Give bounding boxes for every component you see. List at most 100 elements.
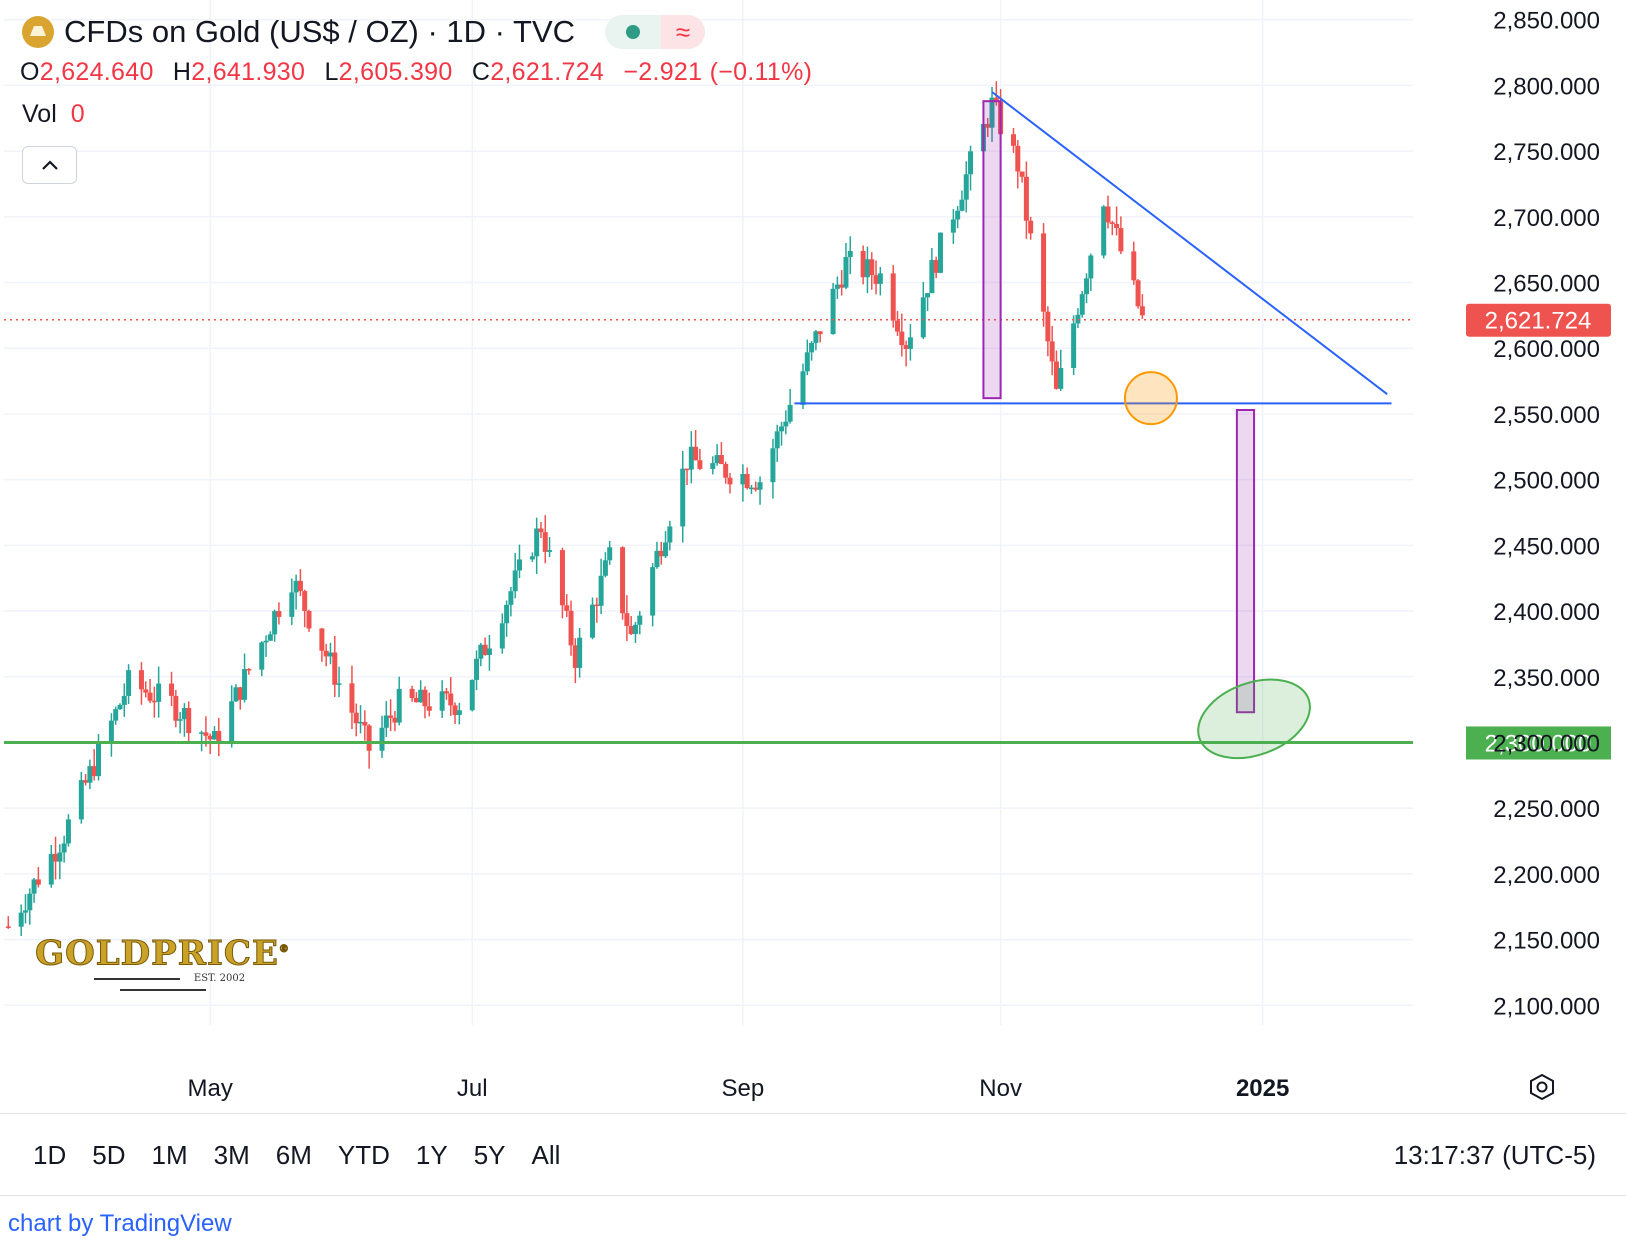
- x-tick-label: Nov: [979, 1075, 1022, 1102]
- candle-body: [873, 275, 879, 284]
- range-3m-button[interactable]: 3M: [213, 1140, 250, 1170]
- market-status[interactable]: ≈: [605, 15, 706, 49]
- candle-body: [723, 463, 729, 478]
- candle-body: [748, 487, 754, 490]
- candle-body: [1084, 278, 1090, 295]
- tradingview-credit-link[interactable]: chart by TradingView: [8, 1210, 232, 1237]
- candle-body: [203, 732, 209, 736]
- candle-body: [783, 421, 789, 427]
- candle-body: [1015, 145, 1021, 172]
- candle-body: [1049, 341, 1055, 362]
- price-chart[interactable]: 2,300.000 2,621.724 2,850.000 2,800.000 2,7…: [0, 0, 1626, 1113]
- candle-body: [843, 257, 849, 288]
- watermark-logo-text: GOLDPRICE®: [35, 933, 290, 974]
- candle-body: [985, 123, 991, 128]
- change-value: −2.921 (−0.11%): [623, 58, 813, 86]
- candle-body: [27, 893, 33, 911]
- x-tick-label: Jul: [457, 1075, 488, 1102]
- candle-body: [246, 669, 252, 671]
- candle-body: [1023, 176, 1029, 221]
- candle-body: [319, 628, 325, 651]
- close-value: 2,621.724: [490, 58, 605, 86]
- candle-body: [336, 683, 342, 685]
- candle-body: [547, 550, 553, 552]
- candle-body: [474, 658, 480, 680]
- candle-body: [169, 683, 175, 696]
- candle-body: [1101, 206, 1107, 256]
- chevron-up-icon: [41, 160, 58, 170]
- x-tick-label: May: [188, 1075, 233, 1102]
- y-tick-label: 2,600.000: [1493, 336, 1600, 363]
- candle-body: [18, 912, 24, 927]
- candle-body: [847, 250, 853, 258]
- candle-body: [877, 273, 883, 284]
- candlestick-series: [5, 81, 1145, 937]
- symbol-title[interactable]: CFDs on Gold (US$ / OZ) · 1D · TVC: [64, 14, 576, 49]
- candle-body: [293, 580, 299, 593]
- candle-body: [499, 623, 505, 649]
- candle-body: [156, 683, 162, 702]
- y-tick-label: 2,400.000: [1493, 599, 1600, 626]
- chart-settings-icon[interactable]: [1527, 1072, 1557, 1102]
- gold-logo-icon: [22, 16, 54, 48]
- range-6m-button[interactable]: 6M: [275, 1140, 312, 1170]
- range-1d-button[interactable]: 1D: [33, 1140, 67, 1170]
- candle-body: [529, 556, 535, 560]
- candle-body: [770, 448, 776, 483]
- candle-body: [392, 717, 398, 723]
- candle-body: [684, 468, 690, 471]
- candle-body: [895, 320, 901, 332]
- time-axis[interactable]: May Jul Sep Nov 2025: [188, 1075, 1290, 1102]
- candle-body: [173, 695, 179, 721]
- candle-body: [628, 625, 634, 635]
- collapse-legend-button[interactable]: [22, 146, 77, 184]
- candle-body: [57, 852, 63, 862]
- timezone-clock[interactable]: 13:17:37 (UTC-5): [1393, 1140, 1596, 1170]
- candle-body: [740, 474, 746, 485]
- range-1m-button[interactable]: 1M: [151, 1140, 188, 1170]
- candle-body: [233, 687, 239, 702]
- candle-body: [564, 605, 570, 611]
- candle-body: [53, 853, 59, 862]
- candle-body: [353, 712, 359, 724]
- candle-body: [955, 210, 961, 220]
- candle-body: [237, 687, 243, 700]
- candle-body: [426, 706, 432, 711]
- range-5y-button[interactable]: 5Y: [473, 1140, 506, 1170]
- candle-body: [869, 259, 875, 276]
- candle-body: [834, 284, 840, 289]
- candle-body: [147, 692, 153, 701]
- candle-body: [890, 273, 896, 321]
- candle-body: [108, 720, 114, 743]
- candle-body: [899, 331, 905, 346]
- open-value: 2,624.640: [39, 58, 154, 86]
- candle-body: [151, 700, 157, 703]
- high-label: H: [172, 58, 192, 86]
- candle-body: [937, 232, 943, 273]
- y-tick-label: 2,150.000: [1493, 928, 1600, 955]
- range-ytd-button[interactable]: YTD: [337, 1140, 390, 1170]
- open-label: O: [20, 58, 40, 86]
- range-5d-button[interactable]: 5D: [92, 1140, 126, 1170]
- candle-body: [968, 151, 974, 175]
- candle-body: [663, 542, 669, 557]
- candle-body: [1028, 220, 1034, 234]
- footer: chart by TradingView: [0, 1195, 1626, 1248]
- candle-body: [598, 575, 604, 606]
- candle-body: [903, 345, 909, 349]
- candle-body: [306, 610, 312, 629]
- candle-body: [624, 613, 630, 626]
- candle-body: [1058, 368, 1064, 389]
- candle-body: [1041, 233, 1047, 312]
- range-buttons: 1D 5D 1M 3M 6M YTD 1Y 5Y All: [20, 1140, 573, 1171]
- volume-label: Vol: [22, 100, 57, 128]
- last-price-label: 2,621.724: [1485, 308, 1592, 335]
- candle-body: [181, 708, 187, 720]
- candle-body: [929, 260, 935, 294]
- range-1y-button[interactable]: 1Y: [415, 1140, 448, 1170]
- range-all-button[interactable]: All: [531, 1140, 561, 1170]
- candle-body: [443, 691, 449, 694]
- candle-body: [800, 371, 806, 405]
- price-axis[interactable]: 2,850.000 2,800.000 2,750.000 2,700.000 2,65…: [1493, 8, 1600, 1021]
- candle-body: [126, 670, 132, 696]
